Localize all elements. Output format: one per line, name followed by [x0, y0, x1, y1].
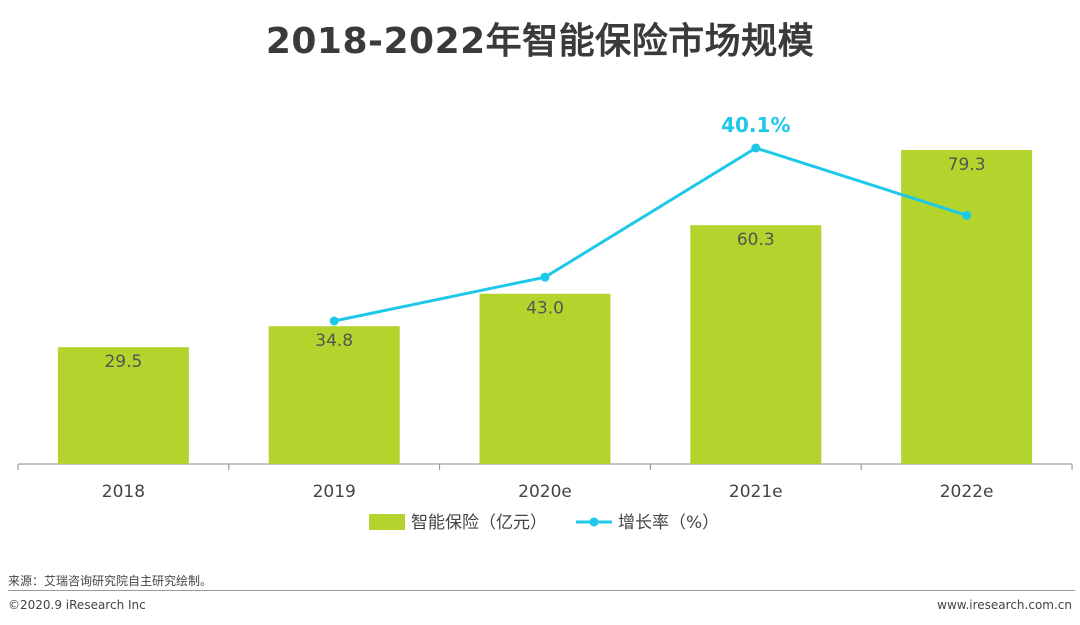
bar-value-label: 60.3 [737, 230, 775, 250]
bar-value-label: 43.0 [526, 299, 564, 319]
legend-bar-label: 智能保险（亿元） [411, 513, 547, 533]
growth-point [329, 316, 339, 326]
bar-value-label: 34.8 [315, 331, 353, 351]
website-text: www.iresearch.com.cn [937, 598, 1072, 612]
source-divider [8, 590, 1075, 591]
chart-title: 2018-2022年智能保险市场规模 [265, 21, 815, 62]
legend-line-label: 增长率（%） [618, 513, 719, 533]
legend-bar-swatch [369, 514, 405, 530]
x-tick-label: 2019 [313, 482, 356, 502]
bar-value-label: 79.3 [948, 155, 986, 175]
x-tick-label: 2021e [729, 482, 783, 502]
source-note: 来源：艾瑞咨询研究院自主研究绘制。 [8, 574, 213, 588]
legend-line-marker [589, 517, 599, 527]
x-tick-label: 2018 [102, 482, 145, 502]
bar-2022e [901, 150, 1033, 464]
bar-2019 [268, 326, 400, 464]
bar-2020e [479, 293, 611, 464]
x-tick-label: 2022e [940, 482, 994, 502]
bar-2018 [57, 347, 189, 464]
growth-point [540, 272, 550, 282]
growth-point [962, 210, 972, 220]
bar-value-label: 29.5 [104, 352, 142, 372]
x-tick-label: 2020e [518, 482, 572, 502]
growth-line [333, 146, 968, 323]
bar-2021e [690, 225, 822, 464]
growth-point [751, 143, 761, 153]
copyright-text: ©2020.9 iResearch Inc [8, 598, 146, 612]
growth-value-label: 40.1% [721, 113, 790, 137]
